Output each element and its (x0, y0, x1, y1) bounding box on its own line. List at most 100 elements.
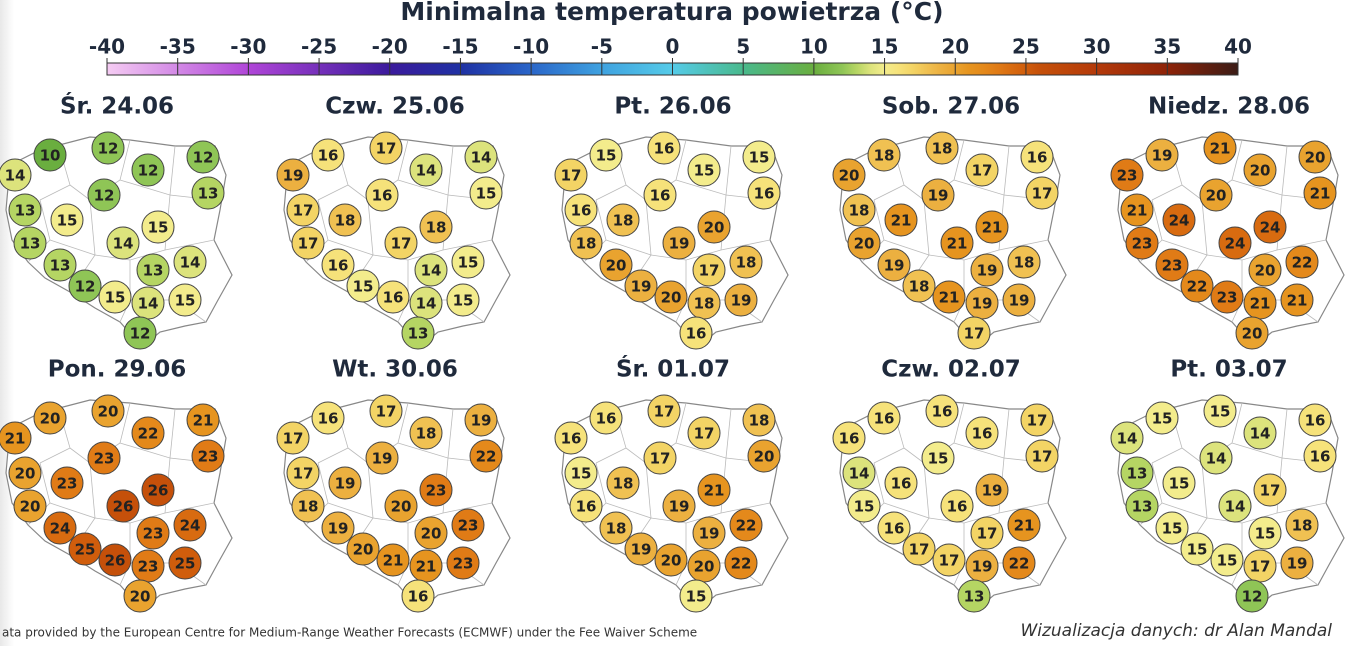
temperature-label: 19 (1152, 147, 1173, 165)
temperature-marker (141, 210, 175, 244)
temperature-label: 12 (98, 140, 119, 158)
temperature-label: 20 (754, 448, 775, 466)
colorbar-tick-label: 35 (1153, 35, 1181, 59)
colorbar-tick-label: 25 (1012, 35, 1040, 59)
temperature-label: 12 (1242, 588, 1263, 606)
temperature-marker (1248, 516, 1282, 550)
temperature-marker (1125, 226, 1159, 260)
temperature-marker (365, 441, 399, 475)
temperature-marker (376, 543, 410, 577)
temperature-label: 13 (15, 202, 36, 220)
temperature-label: 21 (5, 430, 26, 448)
temperature-label: 23 (1217, 289, 1238, 307)
temperature-marker (1210, 543, 1244, 577)
temperature-marker (1125, 489, 1159, 523)
temperature-marker (446, 283, 480, 317)
temperature-label: 19 (1009, 292, 1030, 310)
day-map: Pt. 26.06 15 16 15 15 17 16 16 16 18 20 18 19 18 20 17 1… (554, 94, 789, 350)
temperature-marker (1243, 416, 1277, 450)
temperature-label: 17 (939, 552, 960, 570)
temperature-label: 19 (982, 482, 1003, 500)
temperature-marker (564, 456, 598, 490)
temperature-label: 14 (416, 295, 437, 313)
temperature-label: 20 (1305, 149, 1326, 167)
temperature-marker (662, 226, 696, 260)
temperature-label: 20 (15, 465, 36, 483)
temperature-marker (975, 210, 1009, 244)
temperature-marker (654, 543, 688, 577)
temperature-marker (647, 131, 681, 165)
temperature-marker (286, 456, 320, 490)
temperature-marker (0, 421, 32, 455)
temperature-marker (276, 158, 310, 192)
temperature-label: 13 (50, 257, 71, 275)
temperature-marker (697, 210, 731, 244)
temperature-marker (724, 283, 758, 317)
temperature-marker (687, 416, 721, 450)
temperature-label: 18 (613, 212, 634, 230)
temperature-label: 20 (661, 552, 682, 570)
temperature-label: 18 (932, 140, 953, 158)
temperature-label: 17 (964, 325, 985, 343)
colorbar-tick-label: -20 (372, 35, 408, 59)
temperature-marker (419, 473, 453, 507)
temperature-marker (877, 248, 911, 282)
temperature-label: 26 (105, 552, 126, 570)
temperature-marker (13, 489, 47, 523)
temperature-label: 15 (928, 450, 949, 468)
temperature-label: 14 (1117, 430, 1138, 448)
temperature-label: 16 (571, 202, 592, 220)
temperature-label: 15 (175, 292, 196, 310)
temperature-label: 19 (1287, 555, 1308, 573)
day-label: Pon. 29.06 (48, 357, 187, 383)
temperature-label: 17 (376, 403, 397, 421)
temperature-label: 18 (335, 212, 356, 230)
temperature-marker (1162, 203, 1196, 237)
temperature-label: 15 (57, 212, 78, 230)
temperature-marker (724, 546, 758, 580)
temperature-marker (68, 269, 102, 303)
temperature-label: 17 (1260, 482, 1281, 500)
temperature-marker (291, 489, 325, 523)
temperature-marker (599, 511, 633, 545)
temperature-marker (643, 178, 677, 212)
temperature-label: 16 (408, 588, 429, 606)
day-label: Pt. 26.06 (614, 94, 731, 120)
temperature-marker (1218, 489, 1252, 523)
day-label: Wt. 30.06 (332, 357, 458, 383)
temperature-marker (1203, 131, 1237, 165)
temperature-label: 13 (964, 588, 985, 606)
temperature-marker (729, 245, 763, 279)
temperature-label: 13 (198, 185, 219, 203)
temperature-marker (409, 153, 443, 187)
temperature-label: 13 (408, 325, 429, 343)
temperature-label: 19 (972, 295, 993, 313)
temperature-label: 15 (458, 254, 479, 272)
temperature-label: 21 (193, 412, 214, 430)
colorbar-tick-label: 20 (941, 35, 969, 59)
temperature-marker (975, 473, 1009, 507)
temperature-label: 15 (453, 292, 474, 310)
temperature-marker (1298, 140, 1332, 174)
temperature-marker (384, 226, 418, 260)
temperature-marker (1285, 245, 1319, 279)
temperature-marker (168, 546, 202, 580)
temperature-label: 19 (372, 450, 393, 468)
temperature-marker (1007, 245, 1041, 279)
temperature-marker (191, 176, 225, 210)
temperature-marker (123, 316, 157, 350)
temperature-marker (321, 248, 355, 282)
temperature-marker (1020, 403, 1054, 437)
temperature-marker (884, 466, 918, 500)
temperature-marker (1210, 280, 1244, 314)
temperature-label: 16 (686, 325, 707, 343)
temperature-marker (1020, 140, 1054, 174)
temperature-label: 18 (749, 412, 770, 430)
temperature-marker (1298, 403, 1332, 437)
temperature-marker (692, 253, 726, 287)
temperature-marker (346, 532, 380, 566)
temperature-label: 16 (561, 430, 582, 448)
